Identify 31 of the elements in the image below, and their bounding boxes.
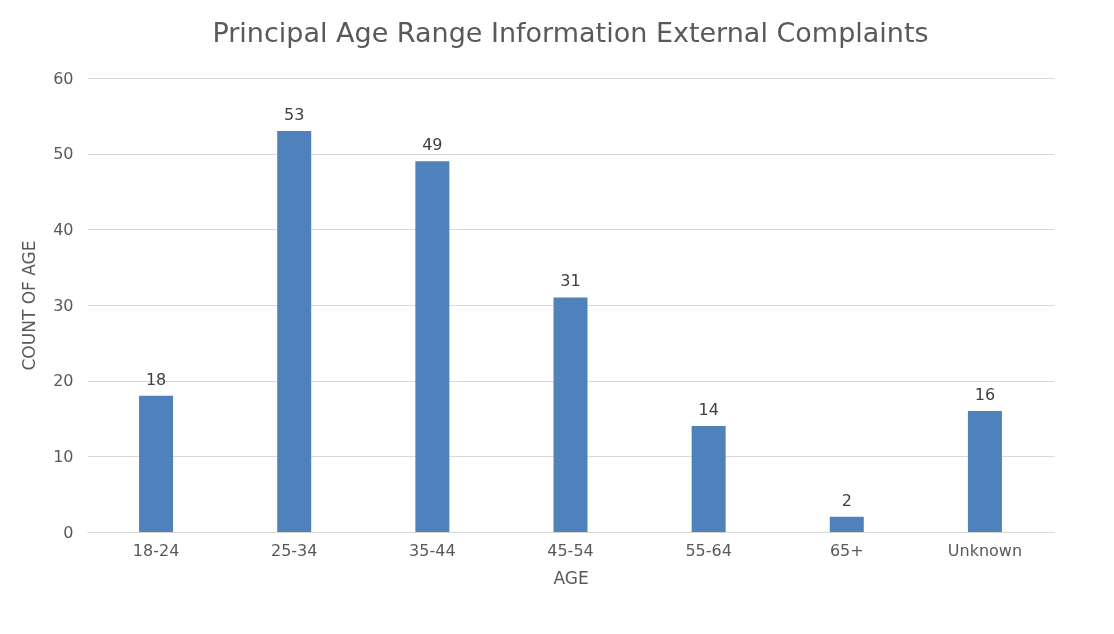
- bar: [967, 410, 1002, 532]
- y-axis-title: COUNT OF AGE: [19, 240, 40, 371]
- bar: [691, 426, 726, 532]
- data-label: 16: [974, 384, 996, 404]
- y-tick-label: 20: [53, 371, 74, 391]
- x-tick-label: 65+: [829, 540, 864, 560]
- y-tick-label: 40: [53, 219, 74, 239]
- x-tick-label: 35-44: [409, 540, 456, 560]
- x-tick-label: 18-24: [132, 540, 180, 560]
- bar: [415, 161, 450, 532]
- y-tick-label: 60: [53, 68, 74, 88]
- data-label: 53: [284, 104, 305, 124]
- y-tick-label: 0: [63, 522, 74, 542]
- y-tick-label: 10: [53, 446, 74, 466]
- data-label: 2: [841, 490, 852, 510]
- bar: [829, 516, 864, 532]
- data-label: 31: [560, 271, 581, 291]
- data-label: 49: [422, 135, 443, 155]
- data-label: 18: [145, 369, 167, 389]
- bar: [553, 297, 588, 532]
- bar: [277, 130, 312, 532]
- data-label: 14: [698, 400, 719, 420]
- x-tick-label: Unknown: [947, 540, 1023, 560]
- x-tick-label: 45-54: [547, 540, 594, 560]
- x-axis-title: AGE: [553, 567, 589, 588]
- chart-title: Principal Age Range Information External Complaints: [212, 17, 929, 48]
- x-tick-label: 55-64: [685, 540, 732, 560]
- x-tick-label: 25-34: [270, 540, 318, 560]
- y-tick-label: 30: [53, 295, 74, 315]
- bar: [139, 395, 174, 532]
- y-tick-label: 50: [53, 144, 74, 164]
